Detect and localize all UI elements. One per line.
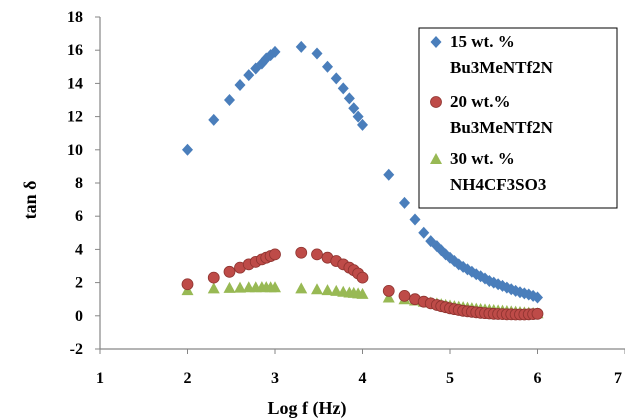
legend-label: 15 wt. % [450, 32, 515, 51]
y-tick-label: 6 [75, 208, 83, 225]
legend-label: 20 wt.% [450, 92, 510, 111]
legend-label: 30 wt. % [450, 149, 515, 168]
x-tick-label: 7 [614, 370, 622, 387]
point-15wt-bu3mentf2n [348, 102, 360, 115]
point-20wt-bu3mentf2n [295, 246, 308, 259]
point-15wt-bu3mentf2n [383, 168, 395, 181]
point-15wt-bu3mentf2n [409, 213, 421, 226]
point-20wt-bu3mentf2n [531, 307, 544, 320]
point-20wt-bu3mentf2n [181, 278, 194, 291]
point-15wt-bu3mentf2n [337, 82, 349, 95]
point-30wt-nh4cf3so3 [207, 282, 220, 294]
point-30wt-nh4cf3so3 [234, 281, 246, 293]
point-30wt-nh4cf3so3 [382, 291, 395, 303]
point-15wt-bu3mentf2n [435, 244, 447, 257]
point-20wt-bu3mentf2n [223, 265, 236, 278]
x-tick-label: 4 [359, 370, 367, 387]
legend-label: Bu3MeNTf2N [450, 118, 554, 137]
y-tick-label: -2 [70, 341, 83, 358]
y-tick-label: 10 [67, 142, 83, 159]
point-15wt-bu3mentf2n [208, 113, 220, 126]
point-15wt-bu3mentf2n [322, 60, 333, 73]
y-tick-label: 14 [67, 75, 83, 92]
legend-marker-2 [430, 153, 442, 164]
point-15wt-bu3mentf2n [224, 94, 235, 106]
legend-marker-1 [430, 96, 442, 108]
point-15wt-bu3mentf2n [182, 143, 193, 156]
legend-label: Bu3MeNTf2N [450, 58, 554, 77]
series-0 [182, 40, 543, 304]
x-axis-title: Log f (Hz) [268, 398, 347, 419]
point-30wt-nh4cf3so3 [269, 281, 281, 293]
y-tick-label: 4 [75, 241, 83, 258]
x-tick-label: 5 [446, 370, 454, 387]
point-15wt-bu3mentf2n [357, 118, 368, 131]
legend-label: NH4CF3SO3 [450, 175, 546, 194]
y-tick-label: 0 [75, 308, 83, 325]
point-15wt-bu3mentf2n [418, 226, 430, 239]
point-15wt-bu3mentf2n [399, 196, 410, 209]
point-20wt-bu3mentf2n [398, 289, 411, 302]
point-15wt-bu3mentf2n [295, 40, 307, 53]
y-tick-label: 2 [75, 275, 83, 292]
point-15wt-bu3mentf2n [532, 291, 543, 304]
x-tick-label: 3 [271, 370, 279, 387]
point-15wt-bu3mentf2n [352, 110, 364, 123]
point-15wt-bu3mentf2n [269, 45, 281, 58]
legend-box [418, 27, 618, 209]
point-20wt-bu3mentf2n [356, 271, 369, 284]
x-tick-label: 1 [96, 370, 104, 387]
point-20wt-bu3mentf2n [207, 271, 220, 284]
y-tick-label: 12 [67, 109, 83, 126]
point-20wt-bu3mentf2n [311, 248, 323, 261]
point-30wt-nh4cf3so3 [295, 282, 308, 294]
point-15wt-bu3mentf2n [234, 79, 246, 92]
legend: 15 wt. % Bu3MeNTf2N 20 wt.% Bu3MeNTf2N 30 wt… [418, 27, 618, 209]
y-axis-title: tan δ [20, 181, 40, 220]
x-tick-label: 2 [184, 370, 192, 387]
point-15wt-bu3mentf2n [311, 47, 323, 60]
y-axis-ticks: -2 0 2 4 6 8 10 12 14 16 18 [67, 9, 100, 358]
point-20wt-bu3mentf2n [382, 284, 395, 297]
legend-marker-0 [430, 36, 442, 48]
x-tick-label: 6 [534, 370, 542, 387]
point-15wt-bu3mentf2n [343, 92, 355, 105]
point-15wt-bu3mentf2n [330, 72, 342, 85]
y-tick-label: 18 [67, 9, 83, 26]
point-15wt-bu3mentf2n [243, 69, 255, 82]
point-30wt-nh4cf3so3 [356, 287, 369, 299]
plot-series [181, 40, 544, 321]
x-axis-ticks: 1 2 3 4 5 6 7 [96, 349, 625, 387]
series-1 [181, 246, 544, 321]
point-30wt-nh4cf3so3 [311, 283, 323, 295]
point-30wt-nh4cf3so3 [321, 284, 334, 296]
y-tick-label: 16 [67, 42, 83, 59]
y-tick-label: 8 [75, 175, 83, 192]
point-30wt-nh4cf3so3 [223, 281, 236, 293]
point-20wt-bu3mentf2n [269, 248, 281, 261]
